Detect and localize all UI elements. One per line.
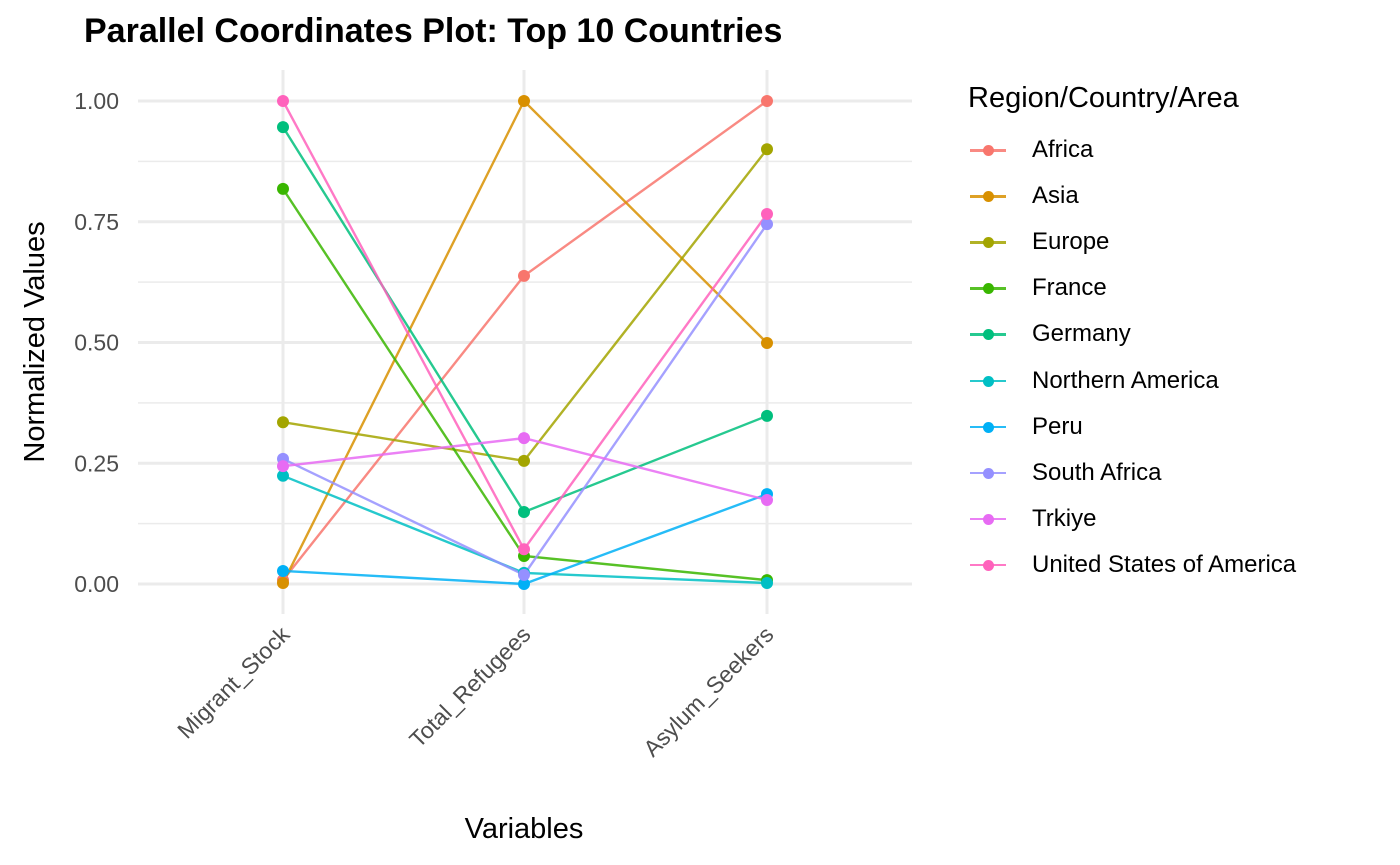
data-point bbox=[761, 143, 773, 156]
x-tick-label: Asylum_Seekers bbox=[638, 621, 778, 761]
chart-title: Parallel Coordinates Plot: Top 10 Countr… bbox=[84, 12, 783, 50]
grid-lines bbox=[138, 70, 912, 614]
y-tick-label: 0.75 bbox=[74, 209, 119, 235]
legend-item: Peru bbox=[968, 404, 1296, 450]
data-point bbox=[277, 95, 289, 107]
x-tick-label: Total_Refugees bbox=[404, 621, 535, 752]
y-axis-label: Normalized Values bbox=[19, 221, 51, 462]
legend-title: Region/Country/Area bbox=[968, 82, 1239, 114]
legend: Region/Country/Area Africa Asia Europe Fran… bbox=[968, 82, 1296, 588]
data-point bbox=[518, 95, 530, 107]
legend-item: Northern America bbox=[968, 357, 1296, 403]
data-point bbox=[518, 506, 530, 519]
legend-key-icon bbox=[968, 232, 1008, 252]
legend-label: Africa bbox=[1032, 136, 1094, 164]
data-point bbox=[761, 409, 773, 422]
data-point bbox=[761, 95, 773, 107]
data-point bbox=[761, 493, 773, 506]
x-axis: Migrant_Stock Total_Refugees Asylum_Seeker… bbox=[172, 621, 778, 762]
legend-item: Germany bbox=[968, 311, 1296, 357]
legend-label: Germany bbox=[1032, 320, 1131, 348]
y-tick-label: 0.50 bbox=[74, 330, 119, 356]
data-point bbox=[277, 469, 289, 482]
data-point bbox=[761, 336, 773, 349]
x-axis-label: Variables bbox=[465, 813, 584, 845]
legend-label: Peru bbox=[1032, 412, 1083, 440]
data-point bbox=[277, 416, 289, 429]
legend-key-icon bbox=[968, 371, 1008, 391]
legend-label: France bbox=[1032, 274, 1107, 302]
data-point bbox=[518, 269, 530, 282]
y-tick-label: 0.25 bbox=[74, 450, 119, 476]
y-tick-label: 1.00 bbox=[74, 88, 119, 114]
data-point bbox=[277, 182, 289, 195]
legend-item: France bbox=[968, 265, 1296, 311]
data-point bbox=[518, 543, 530, 556]
legend-label: United States of America bbox=[1032, 550, 1297, 578]
legend-key-icon bbox=[968, 278, 1008, 298]
legend-key-icon bbox=[968, 324, 1008, 344]
data-point bbox=[518, 454, 530, 467]
x-tick-label: Migrant_Stock bbox=[172, 621, 295, 744]
legend-item: Asia bbox=[968, 173, 1296, 219]
legend-label: Asia bbox=[1032, 182, 1079, 210]
data-point bbox=[761, 208, 773, 221]
data-point bbox=[277, 577, 289, 590]
data-point bbox=[518, 578, 530, 590]
legend-label: Trkiye bbox=[1032, 504, 1097, 532]
legend-key-icon bbox=[968, 140, 1008, 160]
data-point bbox=[277, 121, 289, 134]
series-points bbox=[277, 95, 773, 590]
data-point bbox=[761, 218, 773, 231]
data-point bbox=[518, 432, 530, 445]
legend-item: Africa bbox=[968, 127, 1296, 173]
data-point bbox=[277, 564, 289, 577]
y-tick-label: 0.00 bbox=[74, 571, 119, 597]
data-point bbox=[277, 460, 289, 473]
legend-item: Trkiye bbox=[968, 496, 1296, 542]
legend-item: United States of America bbox=[968, 542, 1296, 588]
y-axis: 0.00 0.25 0.50 0.75 1.00 bbox=[74, 88, 119, 597]
legend-key-icon bbox=[968, 186, 1008, 206]
legend-label: Europe bbox=[1032, 228, 1110, 256]
legend-label: Northern America bbox=[1032, 366, 1219, 394]
data-point bbox=[761, 577, 773, 590]
data-point bbox=[518, 568, 530, 581]
legend-item: South Africa bbox=[968, 450, 1296, 496]
legend-label: South Africa bbox=[1032, 458, 1162, 486]
legend-item: Europe bbox=[968, 219, 1296, 265]
legend-key-icon bbox=[968, 555, 1008, 575]
legend-key-icon bbox=[968, 509, 1008, 529]
legend-key-icon bbox=[968, 417, 1008, 437]
legend-key-icon bbox=[968, 463, 1008, 483]
